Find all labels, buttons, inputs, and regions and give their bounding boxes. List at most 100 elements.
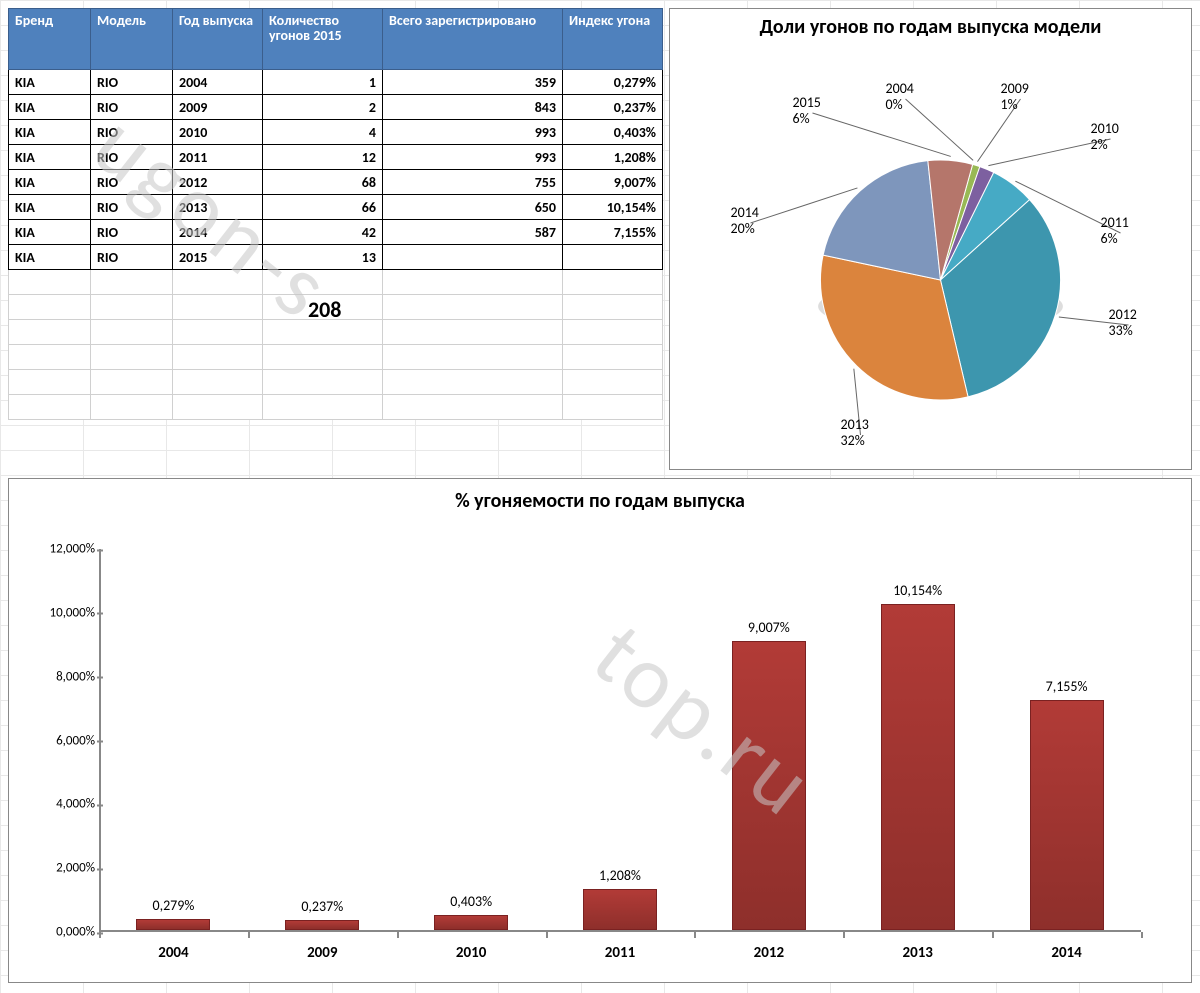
- pie-slice-label: 20091%: [1001, 80, 1029, 113]
- bar: 1,208%: [583, 889, 657, 930]
- table-cell: KIA: [9, 70, 91, 95]
- pie-chart-area: 20040% 20091% 20102% 20116% 201233% 201332% 20…: [670, 65, 1191, 465]
- table-cell: RIO: [91, 245, 173, 270]
- bar-value-label: 0,279%: [152, 897, 194, 914]
- table-cell: 2013: [173, 195, 263, 220]
- bar-x-label: 2012: [754, 944, 784, 962]
- table-empty-row: [9, 370, 663, 395]
- table-cell: 0,279%: [563, 70, 663, 95]
- bar: 0,403%: [434, 915, 508, 930]
- bar-y-tick: 12,000%: [17, 542, 95, 557]
- bar-chart-plot: 0,000%2,000%4,000%6,000%8,000%10,000%12,…: [99, 549, 1141, 932]
- table-cell: 13: [263, 245, 383, 270]
- pie-slice-label: 20102%: [1091, 120, 1119, 153]
- table-row: KIARIO20136665010,154%: [9, 195, 663, 220]
- bar-x-label: 2004: [158, 944, 188, 962]
- table-cell: [563, 245, 663, 270]
- table-empty-row: [9, 345, 663, 370]
- table-col-header: Количество угонов 2015: [263, 9, 383, 70]
- pie-slice-label: 201420%: [731, 204, 759, 237]
- table-row: KIARIO201049930,403%: [9, 120, 663, 145]
- table-cell: 2010: [173, 120, 263, 145]
- bar-x-label: 2009: [307, 944, 337, 962]
- table-cell: 2011: [173, 145, 263, 170]
- bar-value-label: 0,403%: [450, 893, 492, 910]
- table-row: KIARIO201513: [9, 245, 663, 270]
- table-cell: [383, 245, 563, 270]
- pie-leader-line: [906, 99, 974, 160]
- pie-slice-label: 20040%: [886, 80, 914, 113]
- bar-x-label: 2010: [456, 944, 486, 962]
- table-col-header: Год выпуска: [173, 9, 263, 70]
- table-cell: KIA: [9, 195, 91, 220]
- table-cell: KIA: [9, 245, 91, 270]
- pie-chart-svg: 20040% 20091% 20102% 20116% 201233% 201332% 20…: [670, 65, 1191, 465]
- table-cell: RIO: [91, 170, 173, 195]
- table-cell: 7,155%: [563, 220, 663, 245]
- table-cell: RIO: [91, 145, 173, 170]
- pie-leader-line: [813, 113, 951, 156]
- table-row: KIARIO2012687559,007%: [9, 170, 663, 195]
- table-row: KIARIO200413590,279%: [9, 70, 663, 95]
- table-cell: RIO: [91, 195, 173, 220]
- table-row: KIARIO200928430,237%: [9, 95, 663, 120]
- bar-chart-panel: % угоняемости по годам выпуска 0,000%2,0…: [8, 478, 1192, 983]
- bar-value-label: 9,007%: [748, 619, 790, 636]
- table-cell: 993: [383, 145, 563, 170]
- table-cell: 2014: [173, 220, 263, 245]
- table-cell: 2012: [173, 170, 263, 195]
- table-cell: 12: [263, 145, 383, 170]
- table-empty-row: [9, 270, 663, 295]
- table-cell: 843: [383, 95, 563, 120]
- table-cell: 993: [383, 120, 563, 145]
- table-total: 208: [308, 296, 341, 323]
- table-cell: RIO: [91, 95, 173, 120]
- bar-x-label: 2011: [605, 944, 635, 962]
- bar: 7,155%: [1030, 700, 1104, 930]
- table-cell: KIA: [9, 145, 91, 170]
- table-cell: KIA: [9, 220, 91, 245]
- bar: 9,007%: [732, 641, 806, 930]
- table-cell: RIO: [91, 220, 173, 245]
- bar-value-label: 7,155%: [1046, 678, 1088, 695]
- bar-x-label: 2013: [902, 944, 932, 962]
- table-col-header: Индекс угона: [563, 9, 663, 70]
- table-cell: 4: [263, 120, 383, 145]
- table-header-row: БрендМодельГод выпускаКоличество угонов …: [9, 9, 663, 70]
- table-cell: 42: [263, 220, 383, 245]
- data-table: БрендМодельГод выпускаКоличество угонов …: [8, 8, 663, 420]
- table-cell: 755: [383, 170, 563, 195]
- table-cell: 2015: [173, 245, 263, 270]
- bar: 0,237%: [285, 920, 359, 930]
- bar-y-tick: 6,000%: [17, 733, 95, 748]
- data-table-wrap: БрендМодельГод выпускаКоличество угонов …: [8, 8, 663, 470]
- pie-slice-label: 20156%: [793, 94, 821, 127]
- table-cell: 68: [263, 170, 383, 195]
- table-cell: RIO: [91, 70, 173, 95]
- pie-chart-title: Доли угонов по годам выпуска модели: [678, 15, 1183, 39]
- table-cell: KIA: [9, 95, 91, 120]
- table-cell: 66: [263, 195, 383, 220]
- bar-value-label: 1,208%: [599, 867, 641, 884]
- table-col-header: Всего зарегистрировано: [383, 9, 563, 70]
- table-cell: 587: [383, 220, 563, 245]
- bar-chart-title: % угоняемости по годам выпуска: [9, 489, 1191, 513]
- bar-y-tick: 10,000%: [17, 605, 95, 620]
- bar: 10,154%: [881, 604, 955, 930]
- table-row: KIARIO2011129931,208%: [9, 145, 663, 170]
- table-cell: KIA: [9, 120, 91, 145]
- top-row: БрендМодельГод выпускаКоличество угонов …: [8, 8, 1192, 470]
- table-cell: 650: [383, 195, 563, 220]
- pie-chart-panel: Доли угонов по годам выпуска модели 2004…: [669, 8, 1192, 470]
- table-col-header: Бренд: [9, 9, 91, 70]
- pie-slice-label: 201233%: [1109, 306, 1137, 339]
- table-cell: 2009: [173, 95, 263, 120]
- table-cell: 1: [263, 70, 383, 95]
- bar-y-tick: 2,000%: [17, 861, 95, 876]
- bar-value-label: 10,154%: [893, 582, 942, 599]
- pie-slice-label: 20116%: [1101, 214, 1129, 247]
- pie-slice-label: 201332%: [841, 416, 869, 449]
- bar-y-tick: 0,000%: [17, 925, 95, 940]
- table-empty-row: [9, 320, 663, 345]
- table-cell: KIA: [9, 170, 91, 195]
